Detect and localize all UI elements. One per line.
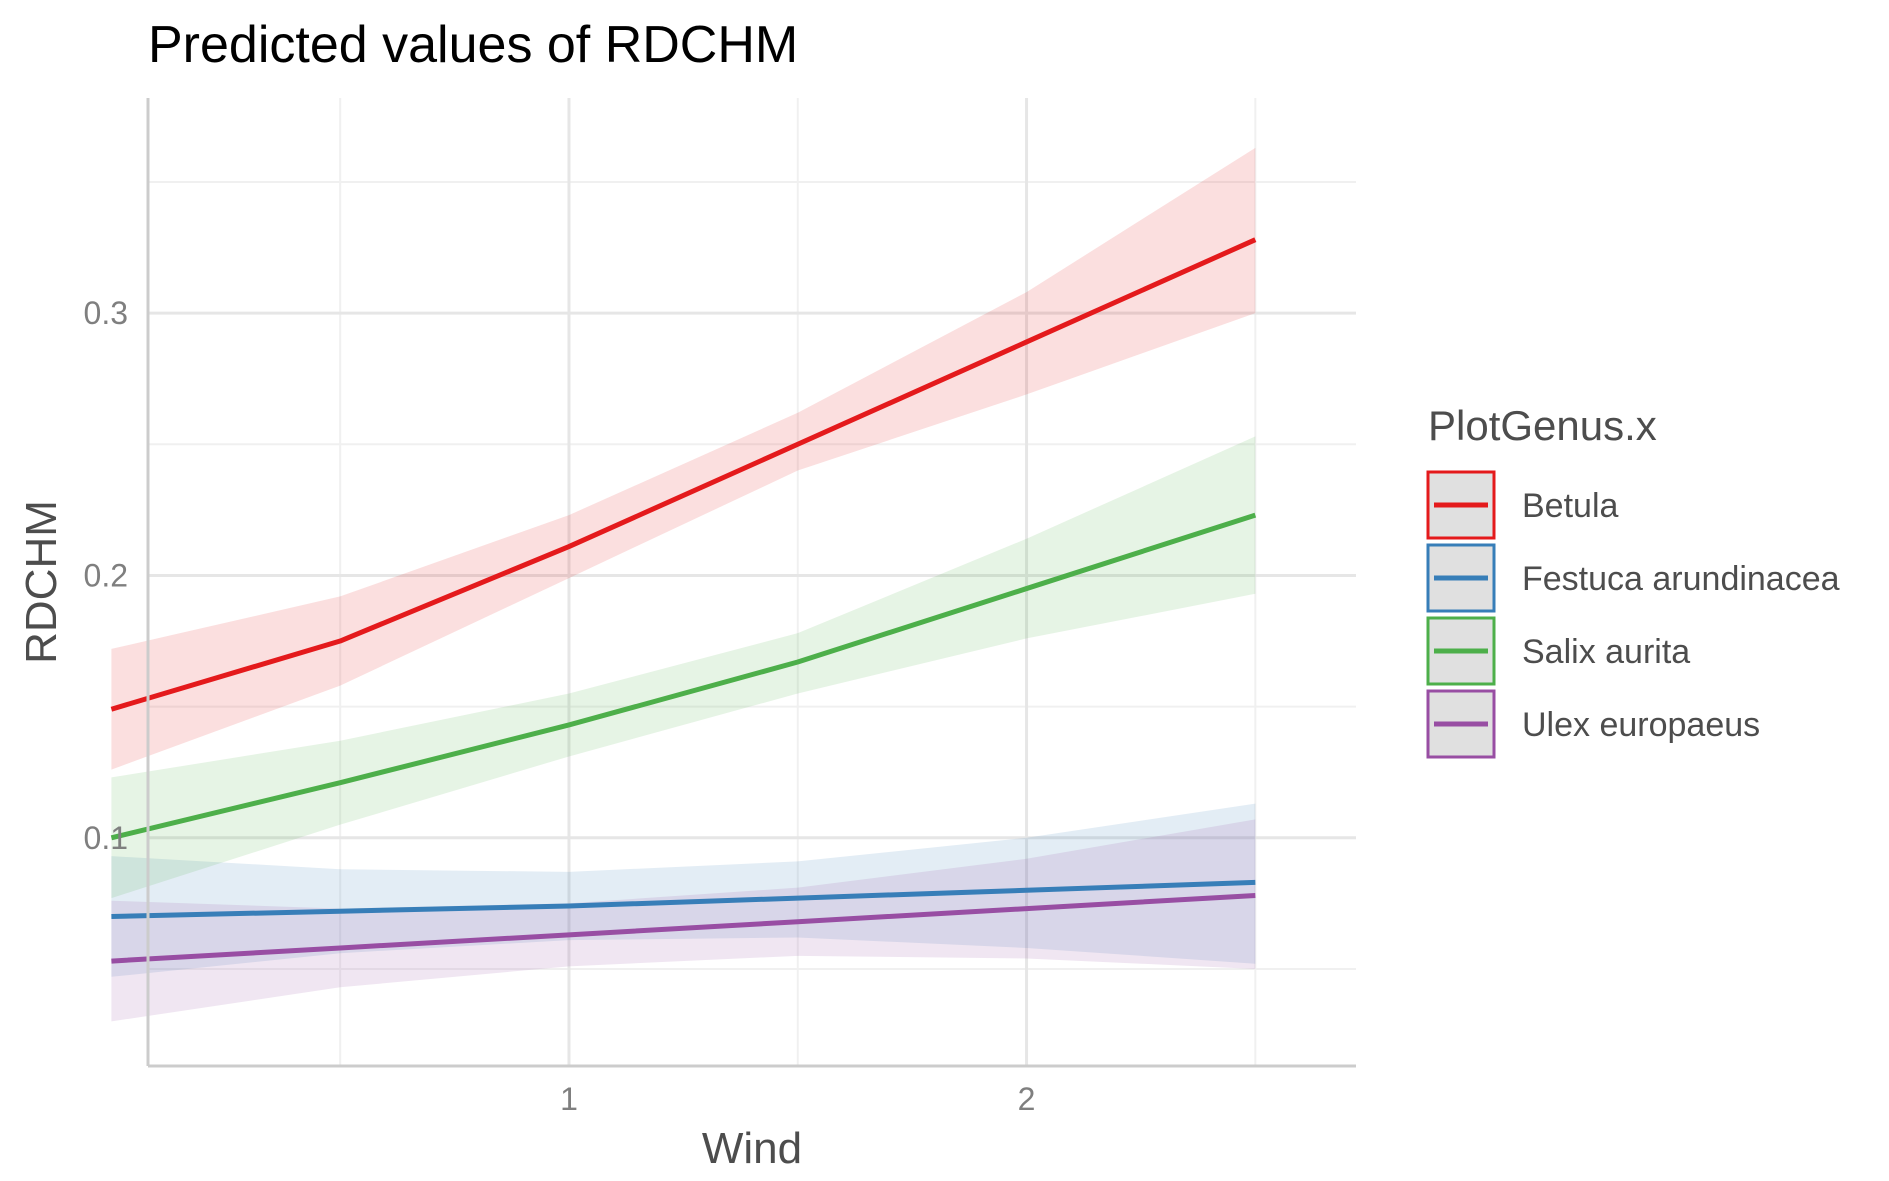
y-axis-title: RDCHM: [17, 500, 66, 664]
x-axis-title: Wind: [702, 1124, 802, 1173]
y-tick-label: 0.2: [84, 557, 128, 593]
confidence-band: [111, 803, 1256, 977]
series-lines: [110, 237, 1257, 964]
x-tick-label: 2: [1018, 1081, 1036, 1117]
tick-labels: 1 2 0.1 0.2 0.3: [84, 295, 1036, 1117]
y-tick-label: 0.3: [84, 295, 128, 331]
confidence-bands: [111, 147, 1256, 1022]
series-line: [111, 879, 1256, 919]
legend-items: Betula Festuca arundinacea Salix aurita Ule…: [1426, 470, 1840, 759]
confidence-band: [111, 147, 1256, 770]
legend-label: Salix aurita: [1522, 633, 1690, 671]
series-line: [111, 892, 1256, 964]
legend-item: Salix aurita: [1426, 616, 1690, 686]
legend-item: Ulex europaeus: [1426, 689, 1760, 759]
confidence-band: [111, 819, 1256, 1022]
legend: PlotGenus.x Betula Festuca arundinacea Sal…: [1426, 402, 1840, 759]
confidence-band: [111, 436, 1256, 899]
legend-title: PlotGenus.x: [1428, 402, 1657, 449]
legend-label: Festuca arundinacea: [1522, 560, 1840, 598]
legend-item: Betula: [1426, 470, 1618, 540]
y-tick-label: 0.1: [84, 820, 128, 856]
chart-title: Predicted values of RDCHM: [148, 16, 798, 74]
legend-label: Ulex europaeus: [1522, 706, 1760, 744]
grid: [148, 98, 1356, 1066]
legend-label: Betula: [1522, 487, 1618, 525]
legend-item: Festuca arundinacea: [1426, 543, 1840, 613]
series-line: [110, 512, 1257, 841]
x-tick-label: 1: [560, 1081, 578, 1117]
series-line: [110, 237, 1257, 712]
